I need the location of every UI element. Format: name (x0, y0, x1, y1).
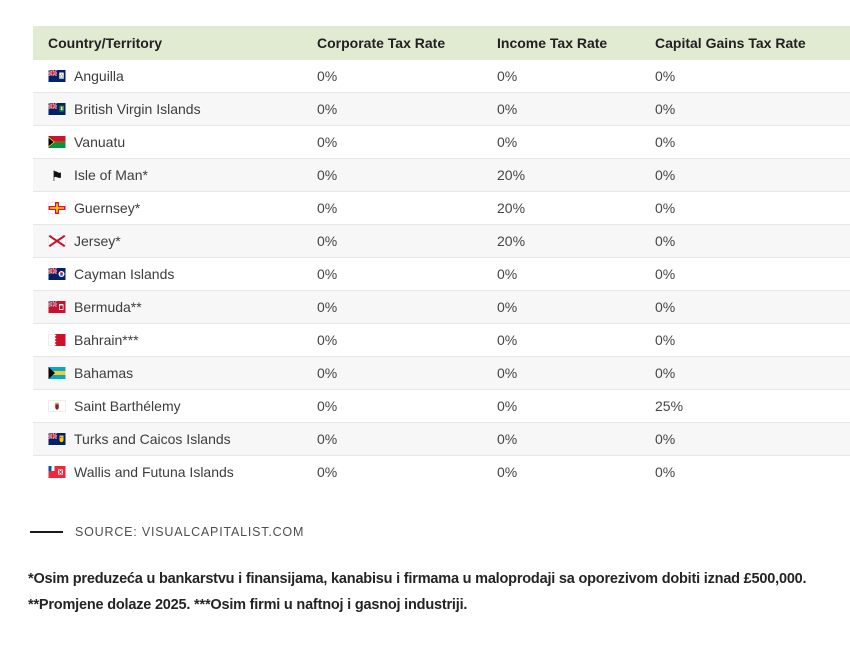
income-tax-cell: 0% (497, 68, 518, 84)
income-tax-cell: 0% (482, 92, 640, 126)
bahrain-flag-icon (48, 334, 66, 346)
table-row: Saint Barthélemy 0% 0% 25% (33, 389, 850, 423)
corporate-tax-cell: 0% (302, 191, 482, 225)
capital-gains-cell: 0% (640, 422, 850, 456)
income-tax-cell: 0% (482, 257, 640, 291)
country-name: Turks and Caicos Islands (74, 431, 231, 447)
income-tax-cell: 20% (482, 191, 640, 225)
country-name: Vanuatu (74, 134, 126, 150)
capital-gains-cell: 0% (640, 224, 850, 258)
corporate-tax-cell: 0% (302, 92, 482, 126)
corporate-tax-cell: 0% (317, 68, 338, 84)
guernsey-flag-icon (48, 202, 66, 214)
vanuatu-flag-icon (48, 136, 66, 148)
table-row: ⚑ Isle of Man* 0% 20% 0% (33, 158, 850, 192)
footnote-line-2: **Promjene dolaze 2025. ***Osim firmi u … (28, 597, 468, 613)
column-header-corporate-tax: Corporate Tax Rate (302, 26, 482, 60)
capital-gains-cell: 0% (640, 290, 850, 324)
tax-rates-table: Country/Territory Corporate Tax Rate Inc… (33, 26, 850, 488)
country-name: Guernsey* (74, 200, 141, 216)
turks-and-caicos-islands-flag-icon (48, 433, 66, 445)
table-row: Vanuatu 0% 0% 0% (33, 125, 850, 159)
source-attribution: SOURCE: VISUALCAPITALIST.COM (30, 525, 850, 539)
cayman-islands-flag-icon (48, 268, 66, 280)
income-tax-cell: 0% (482, 125, 640, 159)
corporate-tax-cell: 0% (302, 422, 482, 456)
corporate-tax-cell: 0% (302, 224, 482, 258)
table-row: British Virgin Islands 0% 0% 0% (33, 92, 850, 126)
column-header-capital-gains-tax: Capital Gains Tax Rate (640, 26, 850, 60)
corporate-tax-cell: 0% (302, 125, 482, 159)
column-header-country: Country/Territory (33, 26, 302, 60)
table-row: Guernsey* 0% 20% 0% (33, 191, 850, 225)
isle-of-man-flag-icon: ⚑ (50, 168, 64, 184)
income-tax-cell: 20% (482, 224, 640, 258)
income-tax-cell: 20% (482, 158, 640, 192)
bahamas-flag-icon (48, 367, 66, 379)
country-name: British Virgin Islands (74, 101, 201, 117)
capital-gains-cell: 0% (640, 158, 850, 192)
capital-gains-cell: 0% (640, 356, 850, 390)
income-tax-cell: 0% (482, 389, 640, 423)
country-name: Bahamas (74, 365, 134, 381)
capital-gains-cell: 0% (640, 323, 850, 357)
capital-gains-cell: 0% (640, 92, 850, 126)
country-name: Bermuda** (74, 299, 142, 315)
country-name: Bahrain*** (74, 332, 139, 348)
table-row: Bermuda** 0% 0% 0% (33, 290, 850, 324)
british-virgin-islands-flag-icon (48, 103, 66, 115)
country-name: Wallis and Futuna Islands (74, 464, 234, 480)
jersey-flag-icon (48, 235, 66, 247)
table-row: Jersey* 0% 20% 0% (33, 224, 850, 258)
corporate-tax-cell: 0% (302, 257, 482, 291)
income-tax-cell: 0% (482, 422, 640, 456)
table-header-row: Country/Territory Corporate Tax Rate Inc… (33, 26, 850, 60)
column-header-income-tax: Income Tax Rate (482, 26, 640, 60)
capital-gains-cell: 0% (640, 191, 850, 225)
country-name: Saint Barthélemy (74, 398, 181, 414)
country-name: Isle of Man* (74, 167, 148, 183)
income-tax-cell: 0% (482, 323, 640, 357)
table-row: Turks and Caicos Islands 0% 0% 0% (33, 422, 850, 456)
income-tax-cell: 0% (482, 455, 640, 488)
income-tax-cell: 0% (482, 290, 640, 324)
source-dash-line (30, 531, 63, 533)
capital-gains-cell: 0% (655, 68, 676, 84)
bermuda-flag-icon (48, 301, 66, 313)
country-name: Anguilla (74, 68, 124, 84)
country-name: Jersey* (74, 233, 121, 249)
capital-gains-cell: 0% (640, 125, 850, 159)
capital-gains-cell: 25% (640, 389, 850, 423)
country-name: Cayman Islands (74, 266, 175, 282)
wallis-and-futuna-islands-flag-icon (48, 466, 66, 478)
footnote-line-1: *Osim preduzeća u bankarstvu i finansija… (28, 571, 807, 587)
corporate-tax-cell: 0% (302, 158, 482, 192)
income-tax-cell: 0% (482, 356, 640, 390)
corporate-tax-cell: 0% (302, 455, 482, 488)
table-row: Bahrain*** 0% 0% 0% (33, 323, 850, 357)
capital-gains-cell: 0% (640, 257, 850, 291)
anguilla-flag-icon (48, 70, 66, 82)
table-row: Bahamas 0% 0% 0% (33, 356, 850, 390)
capital-gains-cell: 0% (640, 455, 850, 488)
corporate-tax-cell: 0% (302, 290, 482, 324)
corporate-tax-cell: 0% (302, 389, 482, 423)
source-text: SOURCE: VISUALCAPITALIST.COM (75, 525, 305, 539)
table-row: Wallis and Futuna Islands 0% 0% 0% (33, 455, 850, 488)
footnotes: *Osim preduzeća u bankarstvu i finansija… (28, 566, 850, 618)
table-row: Cayman Islands 0% 0% 0% (33, 257, 850, 291)
corporate-tax-cell: 0% (302, 356, 482, 390)
corporate-tax-cell: 0% (302, 323, 482, 357)
saint-barthelemy-flag-icon (48, 400, 66, 412)
table-row: Anguilla 0% 0% 0% (33, 60, 850, 93)
